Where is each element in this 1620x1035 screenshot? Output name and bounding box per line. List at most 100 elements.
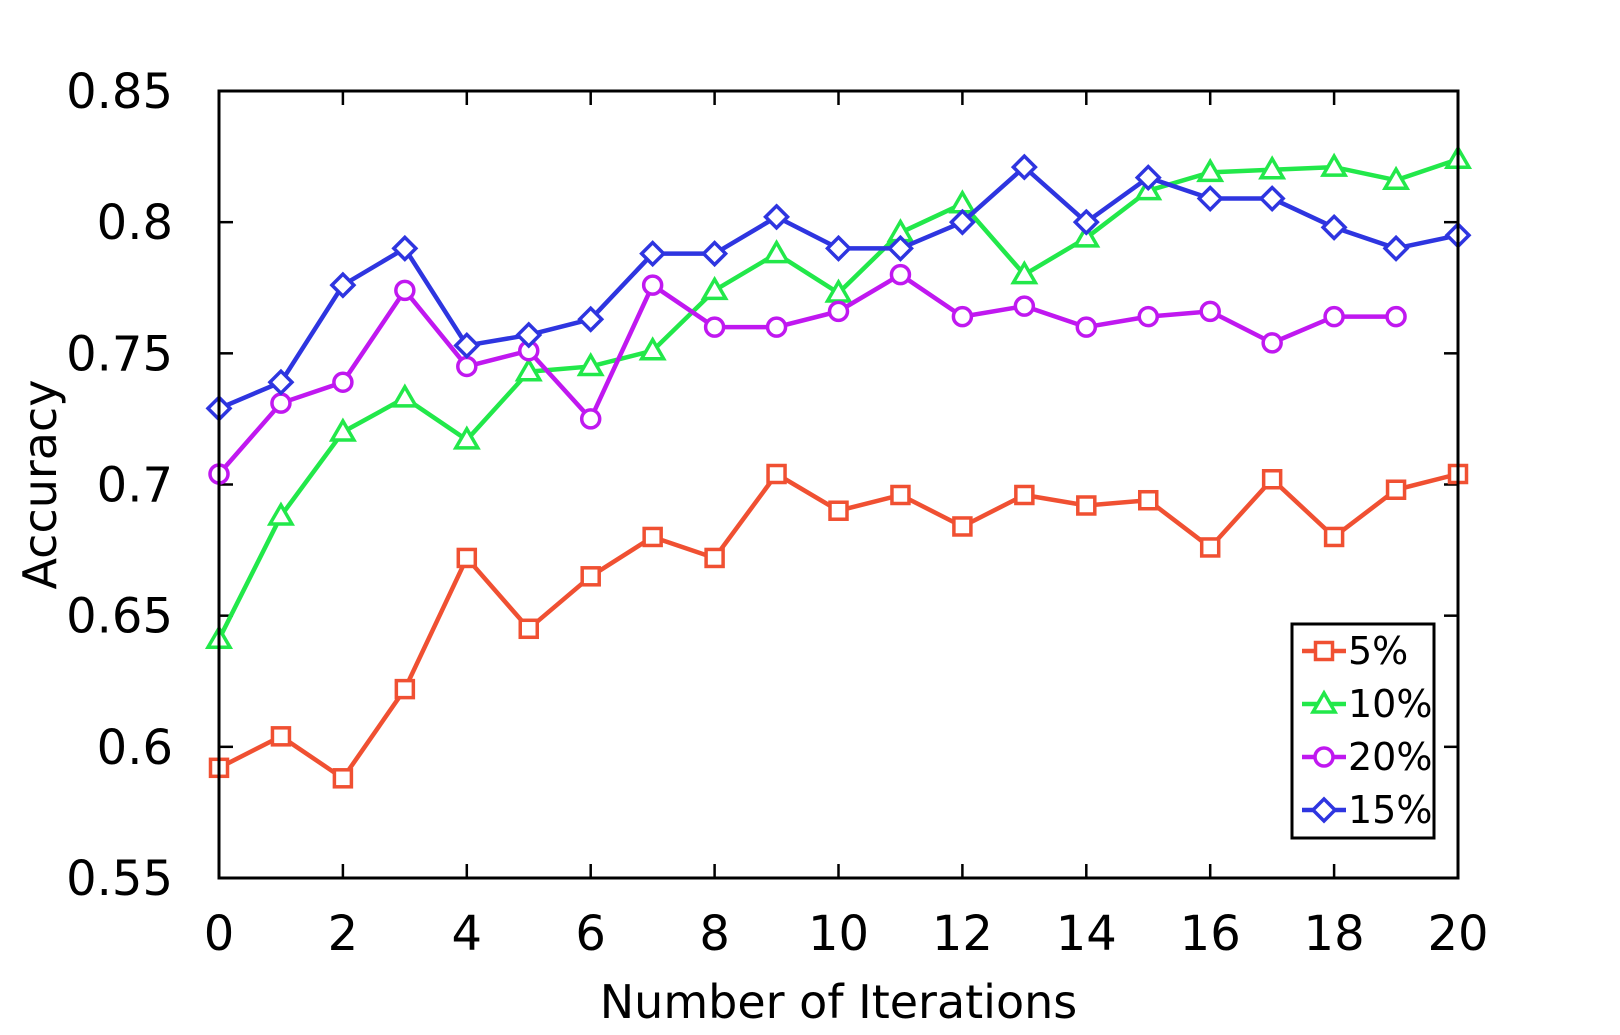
- data-point: [453, 331, 481, 359]
- data-point: [518, 618, 539, 640]
- legend-item: 5%: [1302, 629, 1408, 673]
- data-point: [948, 208, 976, 236]
- data-point: [1196, 185, 1224, 213]
- data-point: [267, 368, 295, 396]
- data-point: [1013, 295, 1036, 317]
- x-tick-label: 12: [932, 906, 993, 962]
- x-tick-label: 10: [808, 906, 869, 962]
- data-point: [1258, 185, 1286, 213]
- legend-label: 10%: [1348, 682, 1432, 726]
- x-tick-label: 4: [452, 906, 483, 962]
- data-point: [394, 678, 416, 700]
- data-point: [1010, 260, 1039, 285]
- data-point: [1014, 484, 1035, 506]
- legend: 5% 10% 20% 15%: [1290, 622, 1436, 840]
- y-tick-label: 0.8: [97, 195, 173, 251]
- x-tick-label: 0: [204, 906, 235, 962]
- data-point: [1199, 537, 1221, 558]
- data-point: [642, 526, 663, 548]
- data-point: [951, 305, 974, 328]
- data-point: [270, 392, 292, 414]
- y-tick-label: 0.7: [97, 458, 173, 514]
- data-point: [1072, 208, 1100, 236]
- series-5pct: [208, 463, 1469, 789]
- data-point: [579, 408, 602, 430]
- data-point: [1072, 223, 1101, 248]
- legend-item: 10%: [1302, 682, 1432, 726]
- x-tick-label: 20: [1427, 906, 1488, 962]
- data-point: [639, 240, 667, 268]
- data-point: [1320, 213, 1348, 241]
- data-point: [704, 547, 725, 569]
- data-point: [701, 240, 729, 268]
- series-15pct: [205, 153, 1472, 422]
- x-axis-title: Number of Iterations: [600, 975, 1077, 1029]
- legend-marker: [1310, 796, 1338, 824]
- data-point: [394, 279, 416, 302]
- legend-label: 20%: [1348, 735, 1432, 779]
- series-10pct: [204, 144, 1473, 650]
- y-tick-label: 0.6: [97, 720, 173, 776]
- data-point: [1261, 469, 1283, 490]
- data-point: [576, 351, 605, 377]
- data-point: [703, 316, 726, 338]
- data-point: [1382, 165, 1411, 190]
- x-tick-label: 8: [699, 906, 730, 962]
- data-point: [390, 383, 419, 408]
- x-tick-label: 6: [575, 906, 606, 962]
- data-point: [827, 300, 850, 323]
- data-point: [762, 239, 791, 264]
- data-point: [638, 336, 667, 361]
- legend-marker: [1309, 689, 1339, 714]
- x-tick-label: 16: [1180, 906, 1241, 962]
- data-point: [328, 417, 357, 442]
- data-point: [270, 726, 292, 747]
- data-point: [700, 275, 729, 301]
- data-point: [886, 234, 914, 262]
- data-point: [1075, 316, 1098, 338]
- data-point: [1199, 300, 1221, 323]
- data-point: [641, 274, 664, 296]
- data-point: [266, 501, 295, 526]
- data-point: [1385, 305, 1407, 328]
- data-point: [1323, 305, 1345, 328]
- data-point: [1382, 234, 1410, 262]
- data-point: [1320, 152, 1349, 177]
- legend-item: 20%: [1302, 735, 1432, 779]
- labels-layer: 0 2 4 6 8 10 12 14 16 18 20 0.55 0.6 0.65 0.7 0.75 0.8 0.…: [66, 64, 1488, 962]
- data-point: [766, 463, 787, 485]
- y-tick-label: 0.75: [66, 326, 173, 382]
- y-tick-label: 0.55: [66, 851, 173, 907]
- data-point: [825, 234, 852, 262]
- data-point: [1196, 157, 1225, 183]
- data-point: [1137, 305, 1159, 328]
- data-point: [763, 203, 791, 231]
- data-point: [1261, 332, 1283, 354]
- legend-marker: [1313, 640, 1335, 662]
- data-point: [1010, 153, 1038, 181]
- legend-marker: [1313, 746, 1335, 768]
- data-point: [890, 484, 911, 506]
- data-point: [514, 357, 543, 382]
- data-point: [1076, 495, 1097, 516]
- x-tick-label: 14: [1056, 906, 1117, 962]
- data-point: [828, 500, 849, 521]
- x-tick-label: 18: [1304, 906, 1365, 962]
- data-point: [391, 234, 419, 262]
- data-point: [765, 316, 788, 338]
- legend-label: 15%: [1348, 788, 1432, 832]
- data-point: [332, 768, 354, 789]
- series-20pct: [208, 263, 1407, 485]
- data-point: [1134, 164, 1162, 192]
- data-point: [515, 321, 543, 349]
- data-point: [332, 371, 354, 393]
- data-point: [456, 355, 478, 378]
- x-tick-label: 2: [328, 906, 359, 962]
- plot-frame: [217, 89, 1460, 880]
- data-point: [452, 425, 481, 450]
- data-point: [1385, 479, 1407, 500]
- data-point: [1258, 155, 1287, 180]
- data-point: [1323, 526, 1345, 548]
